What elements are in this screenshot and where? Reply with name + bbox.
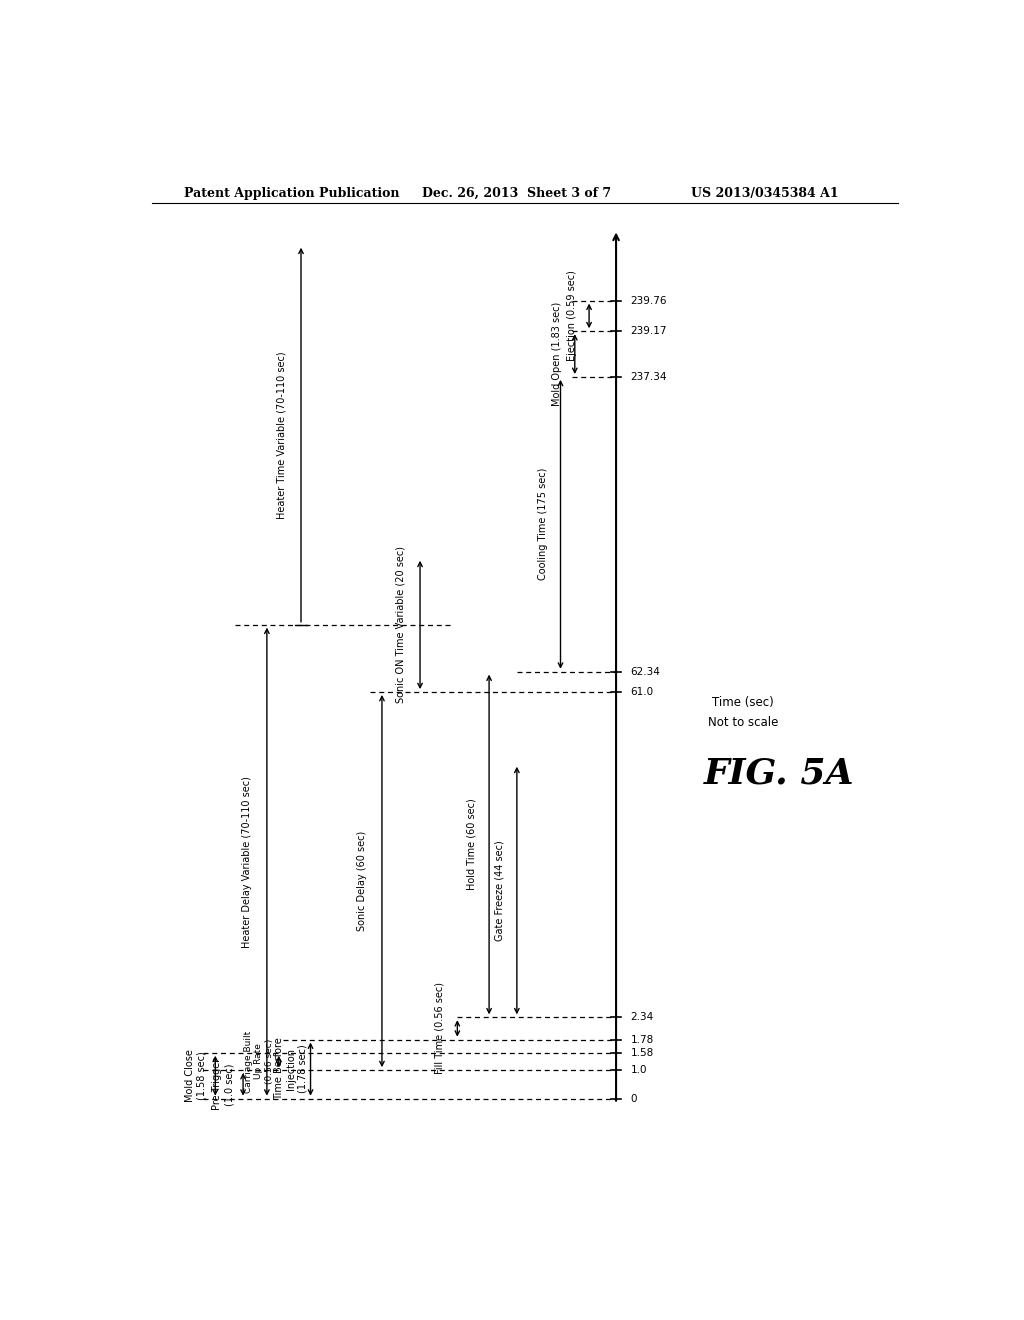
Text: 1.0: 1.0 bbox=[631, 1065, 647, 1074]
Text: Pre Trigger
(1.0 sec): Pre Trigger (1.0 sec) bbox=[212, 1059, 234, 1110]
Text: Ejection (0.59 sec): Ejection (0.59 sec) bbox=[566, 271, 577, 362]
Text: 1.78: 1.78 bbox=[631, 1035, 653, 1044]
Text: 61.0: 61.0 bbox=[631, 686, 653, 697]
Text: Sonic Delay (60 sec): Sonic Delay (60 sec) bbox=[357, 830, 368, 931]
Text: Cooling Time (175 sec): Cooling Time (175 sec) bbox=[538, 469, 548, 581]
Text: Heater Delay Variable (70-110 sec): Heater Delay Variable (70-110 sec) bbox=[242, 776, 252, 948]
Text: Gate Freeze (44 sec): Gate Freeze (44 sec) bbox=[495, 840, 505, 941]
Text: Heater Time Variable (70-110 sec): Heater Time Variable (70-110 sec) bbox=[276, 351, 286, 519]
Text: 239.76: 239.76 bbox=[631, 296, 667, 306]
Text: Mold Open (1.83 sec): Mold Open (1.83 sec) bbox=[552, 302, 562, 407]
Text: Patent Application Publication: Patent Application Publication bbox=[183, 187, 399, 199]
Text: 1.58: 1.58 bbox=[631, 1048, 653, 1057]
Text: 237.34: 237.34 bbox=[631, 372, 667, 381]
Text: Mold Close
(1.58 sec): Mold Close (1.58 sec) bbox=[184, 1049, 206, 1102]
Text: 239.17: 239.17 bbox=[631, 326, 667, 337]
Text: Sonic ON Time Variable (20 sec): Sonic ON Time Variable (20 sec) bbox=[395, 546, 406, 704]
Text: Fill Time (0.56 sec): Fill Time (0.56 sec) bbox=[435, 982, 444, 1074]
Text: 62.34: 62.34 bbox=[631, 667, 660, 677]
Text: Not to scale: Not to scale bbox=[708, 715, 778, 729]
Text: Dec. 26, 2013  Sheet 3 of 7: Dec. 26, 2013 Sheet 3 of 7 bbox=[422, 187, 610, 199]
Text: Carriage Built
Up Rate
(0.56 sec): Carriage Built Up Rate (0.56 sec) bbox=[244, 1031, 273, 1093]
Text: Time Berfore
Injection
(1.78 sec): Time Berfore Injection (1.78 sec) bbox=[274, 1038, 307, 1101]
Text: 2.34: 2.34 bbox=[631, 1012, 653, 1022]
Text: FIG. 5A: FIG. 5A bbox=[703, 756, 854, 791]
Text: Time (sec): Time (sec) bbox=[712, 696, 774, 709]
Text: Hold Time (60 sec): Hold Time (60 sec) bbox=[467, 799, 476, 891]
Text: US 2013/0345384 A1: US 2013/0345384 A1 bbox=[691, 187, 839, 199]
Text: 0: 0 bbox=[631, 1093, 637, 1104]
